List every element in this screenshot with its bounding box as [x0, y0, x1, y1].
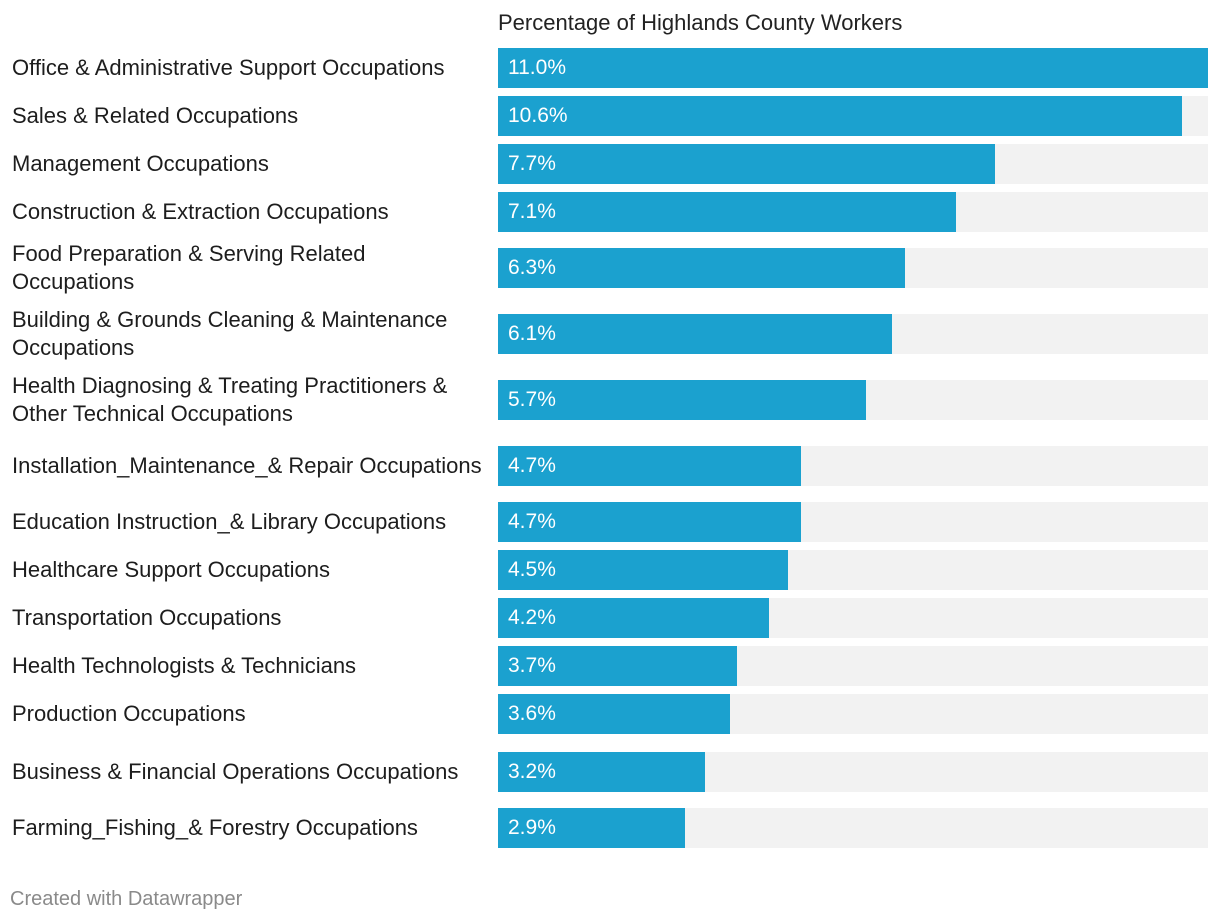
bar-value-label: 7.7% — [508, 152, 556, 175]
category-label: Food Preparation & Serving Related Occup… — [12, 241, 366, 294]
category-label: Healthcare Support Occupations — [12, 557, 330, 582]
category-label: Sales & Related Occupations — [12, 103, 299, 128]
bar-value-label: 6.3% — [508, 256, 556, 279]
category-label: Farming_Fishing_& Forestry Occupations — [12, 815, 418, 840]
column-header: Percentage of Highlands County Workers — [498, 10, 903, 35]
bar — [498, 248, 905, 288]
bar-track: 4.2% — [498, 598, 1208, 638]
bar — [498, 502, 802, 542]
category-label: Transportation Occupations — [12, 605, 282, 630]
bar-track: 5.7% — [498, 380, 1208, 420]
bar — [498, 144, 995, 184]
bar-track: 4.5% — [498, 550, 1208, 590]
category-label: Office & Administrative Support Occupati… — [12, 55, 445, 80]
bar-value-label: 7.1% — [508, 200, 556, 223]
category-label: Production Occupations — [12, 701, 246, 726]
bar — [498, 96, 1183, 136]
bar-value-label: 3.2% — [508, 760, 556, 783]
bar-track: 6.3% — [498, 248, 1208, 288]
category-label: Management Occupations — [12, 151, 269, 176]
bar — [498, 314, 892, 354]
bar-value-label: 4.5% — [508, 558, 556, 581]
bar-value-label: 10.6% — [508, 104, 568, 127]
bar-value-label: 4.2% — [508, 606, 556, 629]
bar-value-label: 3.6% — [508, 702, 556, 725]
bar — [498, 192, 957, 232]
bar-value-label: 4.7% — [508, 510, 556, 533]
bar-track: 4.7% — [498, 446, 1208, 486]
bar-value-label: 6.1% — [508, 322, 556, 345]
bar-track: 3.2% — [498, 752, 1208, 792]
bar-track: 4.7% — [498, 502, 1208, 542]
bar-track: 11.0% — [498, 48, 1208, 88]
bar-track: 10.6% — [498, 96, 1208, 136]
bar-value-label: 11.0% — [508, 56, 566, 79]
datawrapper-credit: Created with Datawrapper — [10, 888, 243, 910]
bar — [498, 808, 686, 848]
bar — [498, 598, 770, 638]
bar — [498, 646, 737, 686]
bar-value-label: 3.7% — [508, 654, 556, 677]
bar — [498, 752, 705, 792]
bar-value-label: 5.7% — [508, 388, 556, 411]
bar — [498, 550, 789, 590]
category-label: Business & Financial Operations Occupati… — [12, 759, 459, 784]
bar — [498, 380, 866, 420]
bar-value-label: 2.9% — [508, 816, 556, 839]
bar — [498, 48, 1208, 88]
category-label: Building & Grounds Cleaning & Maintenanc… — [12, 307, 448, 360]
bar-track: 7.1% — [498, 192, 1208, 232]
bar-track: 3.7% — [498, 646, 1208, 686]
bar-track: 6.1% — [498, 314, 1208, 354]
bar — [498, 446, 802, 486]
category-label: Education Instruction_& Library Occupati… — [12, 509, 447, 534]
bar-track: 3.6% — [498, 694, 1208, 734]
bar-track: 2.9% — [498, 808, 1208, 848]
category-label: Construction & Extraction Occupations — [12, 199, 389, 224]
bar-value-label: 4.7% — [508, 454, 556, 477]
bar-track: 7.7% — [498, 144, 1208, 184]
category-label: Installation_Maintenance_& Repair Occupa… — [12, 453, 482, 478]
bar — [498, 694, 731, 734]
category-label: Health Technologists & Technicians — [12, 653, 357, 678]
category-label: Health Diagnosing & Treating Practitione… — [12, 373, 448, 426]
